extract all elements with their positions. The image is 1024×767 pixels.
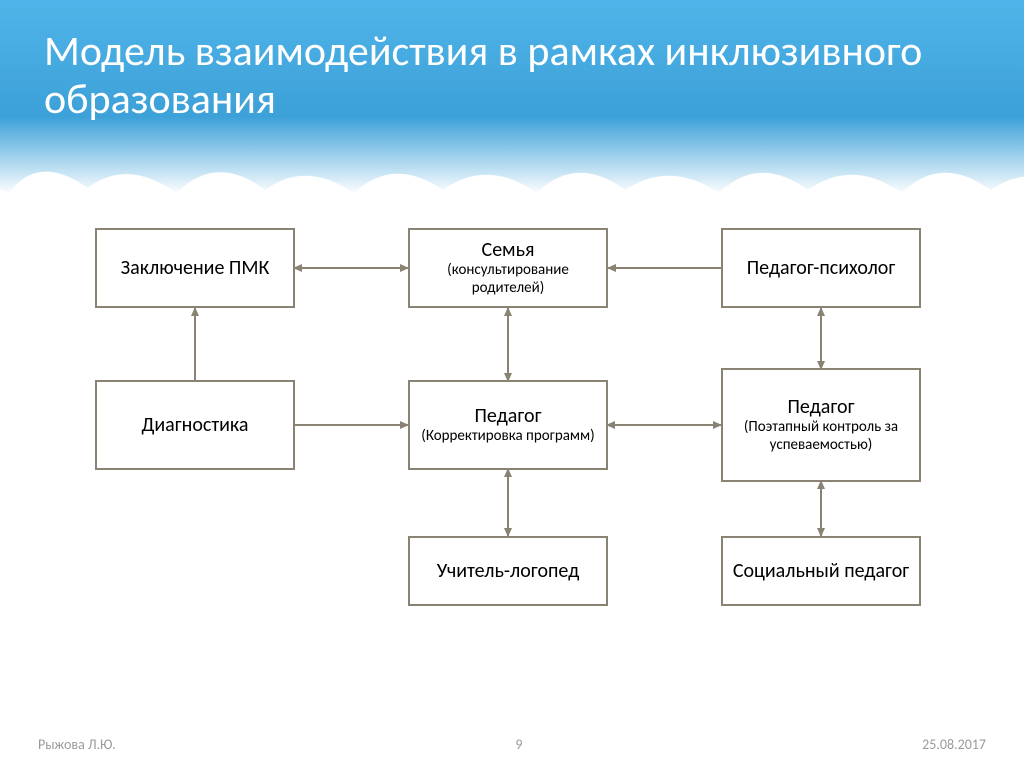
node-label: Учитель-логопед xyxy=(437,560,580,583)
node-speech-therapist: Учитель-логопед xyxy=(408,536,608,606)
slide-footer: Рыжова Л.Ю. 9 25.08.2017 xyxy=(38,736,986,753)
node-psychologist: Педагог-психолог xyxy=(721,228,921,308)
node-teacher-progress: Педагог (Поэтапный контроль за успеваемо… xyxy=(721,368,921,482)
node-label: Семья xyxy=(482,239,535,262)
slide-title: Модель взаимодействия в рамках инклюзивн… xyxy=(44,28,980,125)
node-conclusion-pmk: Заключение ПМК xyxy=(95,228,295,308)
node-sublabel: (Поэтапный контроль за успеваемостью) xyxy=(731,419,911,454)
node-label: Педагог xyxy=(474,405,541,428)
node-label: Заключение ПМК xyxy=(121,257,270,280)
node-label: Педагог xyxy=(787,396,854,419)
node-family: Семья (консультирование родителей) xyxy=(408,228,608,308)
flowchart-container: Заключение ПМК Семья (консультирование р… xyxy=(40,210,984,690)
footer-page: 9 xyxy=(515,736,522,753)
node-sublabel: (Корректировка программ) xyxy=(421,428,594,445)
node-sublabel: (консультирование родителей) xyxy=(418,262,598,297)
node-teacher-program: Педагог (Корректировка программ) xyxy=(408,380,608,470)
node-label: Социальный педагог xyxy=(733,560,909,583)
node-label: Педагог-психолог xyxy=(747,257,896,280)
footer-author: Рыжова Л.Ю. xyxy=(38,736,116,753)
node-diagnostics: Диагностика xyxy=(95,380,295,470)
footer-date: 25.08.2017 xyxy=(922,736,986,753)
node-label: Диагностика xyxy=(141,414,248,437)
node-social-teacher: Социальный педагог xyxy=(721,536,921,606)
